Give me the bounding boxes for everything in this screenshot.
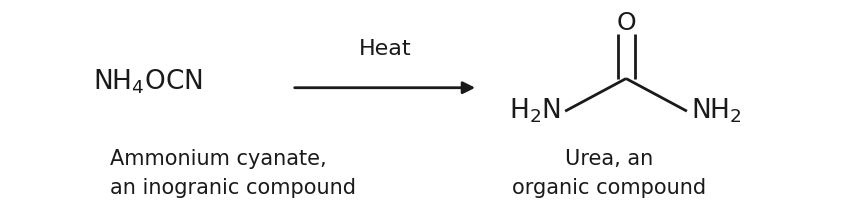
Text: organic compound: organic compound (512, 178, 706, 198)
Text: H$_2$N: H$_2$N (509, 97, 561, 125)
Text: O: O (616, 11, 636, 35)
Text: NH$_2$: NH$_2$ (691, 97, 742, 125)
Text: Ammonium cyanate,: Ammonium cyanate, (110, 149, 327, 169)
Text: Urea, an: Urea, an (565, 149, 653, 169)
Text: NH$_4$OCN: NH$_4$OCN (93, 67, 203, 96)
Text: Heat: Heat (359, 39, 411, 59)
Text: an inogranic compound: an inogranic compound (110, 178, 356, 198)
